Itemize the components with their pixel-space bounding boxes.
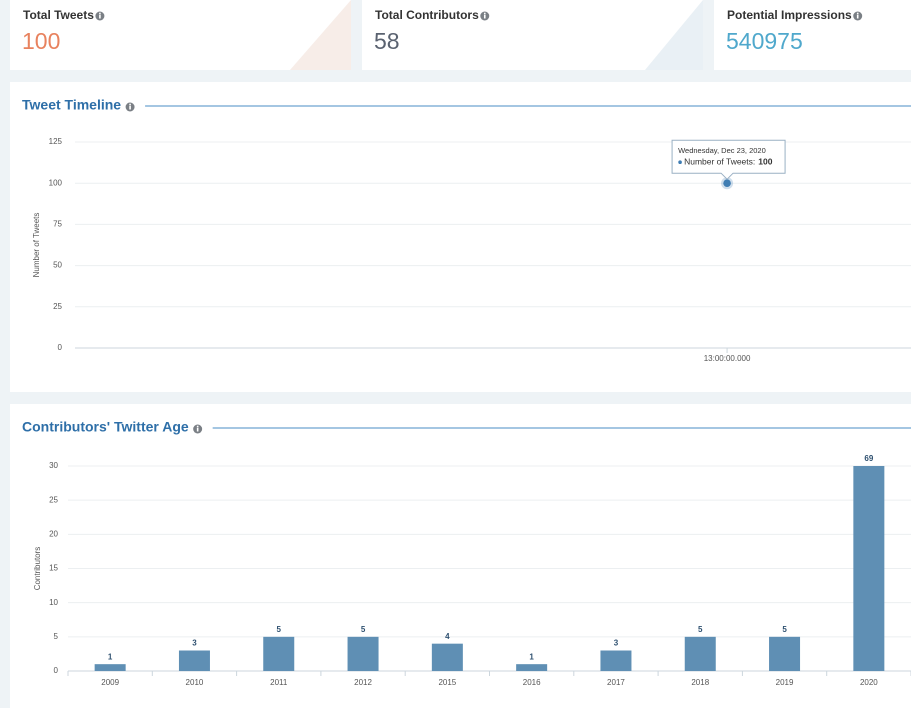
- bar: [347, 636, 379, 671]
- card-title: Total Contributors: [375, 8, 479, 22]
- info-icon-dot: [196, 425, 199, 427]
- y-tick-label: 5: [54, 632, 59, 641]
- info-icon-mark: [483, 14, 486, 19]
- data-label: 1: [529, 652, 534, 661]
- tooltip-dot: [678, 160, 682, 164]
- card: [10, 0, 351, 70]
- x-tick-label: 2009: [101, 678, 119, 687]
- tooltip-label: Number of Tweets:: [684, 156, 755, 166]
- info-icon-dot: [856, 12, 859, 14]
- y-axis-label: Number of Tweets: [32, 213, 41, 278]
- info-icon-dot: [483, 12, 486, 14]
- x-tick-label: 2010: [186, 678, 204, 687]
- data-label: 5: [698, 625, 703, 634]
- y-tick-label: 25: [53, 302, 62, 311]
- x-tick-label: 2019: [776, 678, 794, 687]
- card-title: Potential Impressions: [727, 8, 852, 22]
- panel: [10, 82, 911, 392]
- data-label: 4: [445, 632, 450, 641]
- y-tick-label: 20: [49, 529, 58, 538]
- bar: [769, 636, 801, 671]
- info-icon-mark: [196, 427, 199, 432]
- point: [723, 179, 731, 187]
- y-tick-label: 100: [49, 178, 63, 187]
- tooltip-value: 100: [758, 156, 772, 166]
- card-value: 540975: [726, 28, 803, 54]
- x-tick-label: 2011: [270, 678, 288, 687]
- y-tick-label: 125: [49, 137, 63, 146]
- y-tick-label: 25: [49, 495, 58, 504]
- tooltip-box: [671, 139, 786, 180]
- y-tick-label: 50: [53, 261, 62, 270]
- data-label: 69: [864, 454, 873, 463]
- info-icon-mark: [129, 105, 131, 110]
- data-label: 3: [192, 639, 197, 648]
- data-label: 5: [782, 625, 787, 634]
- card: [362, 0, 703, 70]
- x-tick-label: 2012: [354, 678, 372, 687]
- data-label: 1: [108, 652, 113, 661]
- data-label: 3: [614, 639, 619, 648]
- bar: [600, 650, 632, 671]
- x-tick-label: 13:00:00.000: [704, 354, 751, 363]
- data-label: 5: [361, 625, 366, 634]
- bar: [178, 650, 210, 671]
- bar: [684, 636, 716, 671]
- info-icon-mark: [99, 14, 101, 19]
- bar: [853, 466, 885, 671]
- y-tick-label: 30: [49, 461, 58, 470]
- info-icon-dot: [129, 103, 131, 105]
- x-tick-label: 2017: [607, 678, 625, 687]
- card-value: 100: [22, 28, 60, 54]
- section-title: Contributors' Twitter Age: [22, 419, 189, 435]
- info-icon-mark: [856, 14, 859, 19]
- y-tick-label: 0: [54, 666, 59, 675]
- x-tick-label: 2020: [860, 678, 878, 687]
- card-value: 58: [374, 28, 400, 54]
- bar: [431, 643, 463, 671]
- bar: [516, 664, 548, 671]
- x-tick-label: 2018: [691, 678, 709, 687]
- section-title: Tweet Timeline: [22, 97, 121, 113]
- y-tick-label: 75: [53, 220, 62, 229]
- card-decor: [645, 0, 703, 70]
- y-tick-label: 15: [49, 564, 58, 573]
- card: [714, 0, 911, 70]
- data-label: 5: [277, 625, 282, 634]
- bar-group: [94, 466, 885, 671]
- card-decor: [290, 0, 351, 70]
- card-title: Total Tweets: [23, 8, 94, 22]
- bar: [94, 664, 126, 671]
- y-tick-label: 0: [58, 343, 63, 352]
- info-icon-dot: [99, 12, 101, 14]
- y-tick-label: 10: [49, 598, 58, 607]
- y-axis-label: Contributors: [33, 547, 42, 591]
- x-tick-label: 2016: [523, 678, 541, 687]
- tooltip-title: Wednesday, Dec 23, 2020: [678, 146, 766, 155]
- x-tick-label: 2015: [438, 678, 456, 687]
- bar: [263, 636, 295, 671]
